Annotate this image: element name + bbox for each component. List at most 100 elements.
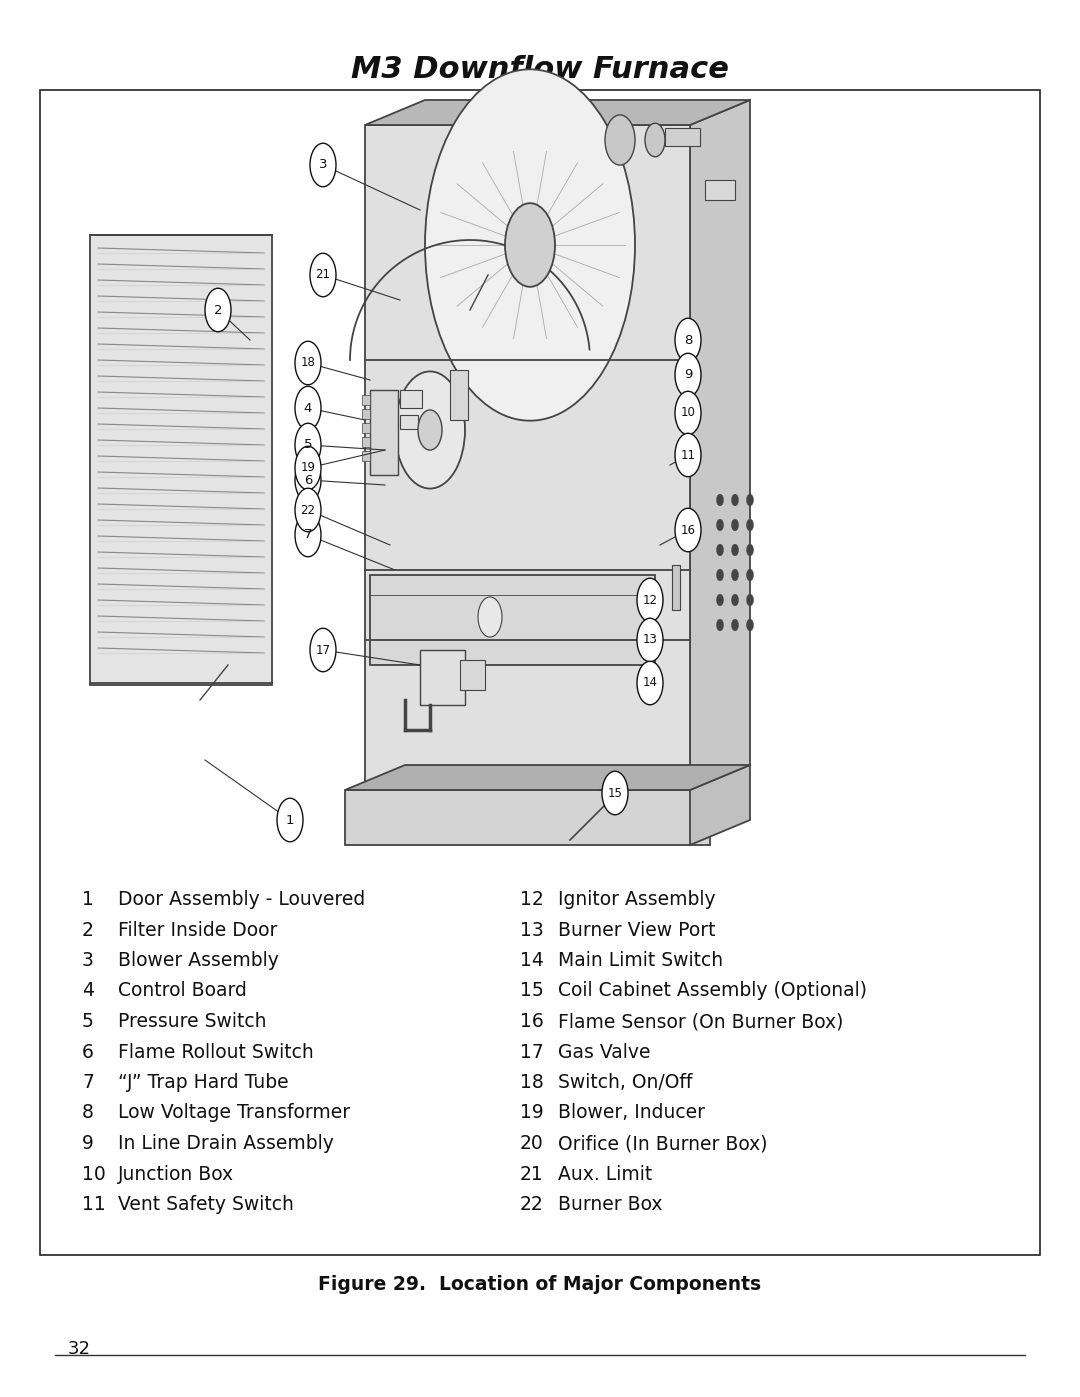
Text: Junction Box: Junction Box (118, 1165, 234, 1183)
Ellipse shape (205, 288, 231, 331)
Text: 19: 19 (519, 1104, 543, 1123)
Ellipse shape (637, 661, 663, 704)
Bar (345, 789, 710, 845)
Bar (365, 124, 690, 789)
Text: Filter Inside Door: Filter Inside Door (118, 921, 278, 940)
Bar (370, 390, 399, 475)
Ellipse shape (746, 594, 754, 606)
Text: 5: 5 (303, 439, 312, 451)
Text: 15: 15 (608, 787, 622, 799)
Polygon shape (365, 101, 750, 124)
Bar (420, 650, 465, 705)
Text: Blower, Inducer: Blower, Inducer (558, 1104, 705, 1123)
Ellipse shape (426, 70, 635, 420)
Text: 15: 15 (519, 982, 543, 1000)
Bar (362, 451, 370, 461)
Text: Blower Assembly: Blower Assembly (118, 951, 279, 970)
Text: 2: 2 (214, 303, 222, 317)
Ellipse shape (746, 619, 754, 631)
Text: 16: 16 (519, 1011, 543, 1031)
Ellipse shape (295, 341, 321, 384)
Ellipse shape (716, 569, 724, 581)
Ellipse shape (746, 545, 754, 556)
Ellipse shape (731, 495, 739, 506)
Text: 1: 1 (286, 813, 294, 827)
Text: 17: 17 (315, 644, 330, 657)
Text: 21: 21 (519, 1165, 543, 1183)
Ellipse shape (731, 520, 739, 531)
Bar (450, 370, 468, 420)
Text: 22: 22 (519, 1194, 543, 1214)
Bar (460, 659, 485, 690)
Ellipse shape (637, 619, 663, 662)
Ellipse shape (675, 433, 701, 476)
Bar (400, 415, 418, 429)
Ellipse shape (731, 545, 739, 556)
Ellipse shape (716, 520, 724, 531)
Text: 4: 4 (82, 982, 94, 1000)
Ellipse shape (605, 115, 635, 165)
Text: M3 Downflow Furnace: M3 Downflow Furnace (351, 54, 729, 84)
Ellipse shape (716, 495, 724, 506)
Text: 20: 20 (519, 1134, 543, 1153)
Bar (672, 564, 680, 610)
Ellipse shape (295, 488, 321, 532)
Polygon shape (345, 766, 750, 789)
Bar (362, 409, 370, 419)
Text: In Line Drain Assembly: In Line Drain Assembly (118, 1134, 334, 1153)
Text: 12: 12 (519, 890, 543, 909)
Bar (362, 437, 370, 447)
Ellipse shape (731, 619, 739, 631)
Ellipse shape (731, 594, 739, 606)
Text: 9: 9 (684, 369, 692, 381)
Ellipse shape (310, 144, 336, 187)
Bar (90, 235, 272, 685)
Text: 32: 32 (68, 1340, 91, 1358)
Text: 17: 17 (519, 1042, 543, 1062)
Ellipse shape (395, 372, 465, 489)
Text: 21: 21 (315, 268, 330, 282)
Text: 10: 10 (82, 1165, 106, 1183)
Text: 3: 3 (82, 951, 94, 970)
Text: 8: 8 (684, 334, 692, 346)
Ellipse shape (310, 253, 336, 296)
Text: 11: 11 (680, 448, 696, 461)
Text: 16: 16 (680, 524, 696, 536)
Ellipse shape (716, 619, 724, 631)
Text: 11: 11 (82, 1194, 106, 1214)
Text: 5: 5 (82, 1011, 94, 1031)
Text: Figure 29.  Location of Major Components: Figure 29. Location of Major Components (319, 1275, 761, 1294)
Text: 18: 18 (519, 1073, 543, 1092)
Ellipse shape (746, 569, 754, 581)
Ellipse shape (675, 391, 701, 434)
Text: Switch, On/Off: Switch, On/Off (558, 1073, 692, 1092)
Text: 13: 13 (643, 633, 658, 647)
Text: 12: 12 (643, 594, 658, 606)
Ellipse shape (675, 353, 701, 397)
Text: Orifice (In Burner Box): Orifice (In Burner Box) (558, 1134, 768, 1153)
Text: “J” Trap Hard Tube: “J” Trap Hard Tube (118, 1073, 288, 1092)
Ellipse shape (276, 798, 303, 842)
Text: 14: 14 (643, 676, 658, 690)
Text: 3: 3 (319, 158, 327, 172)
Text: 14: 14 (519, 951, 544, 970)
Text: Control Board: Control Board (118, 982, 247, 1000)
Text: 6: 6 (82, 1042, 94, 1062)
Text: Main Limit Switch: Main Limit Switch (558, 951, 724, 970)
Ellipse shape (602, 771, 627, 814)
Bar (665, 129, 700, 147)
Bar (362, 423, 370, 433)
Ellipse shape (418, 409, 442, 450)
Polygon shape (690, 766, 750, 845)
Text: 7: 7 (82, 1073, 94, 1092)
Text: 18: 18 (300, 356, 315, 369)
Text: Flame Sensor (On Burner Box): Flame Sensor (On Burner Box) (558, 1011, 843, 1031)
Text: 4: 4 (303, 401, 312, 415)
Bar (40, 89, 1040, 1255)
Ellipse shape (645, 123, 665, 156)
Text: Aux. Limit: Aux. Limit (558, 1165, 652, 1183)
Text: Ignitor Assembly: Ignitor Assembly (558, 890, 716, 909)
Text: 22: 22 (300, 503, 315, 517)
Text: Flame Rollout Switch: Flame Rollout Switch (118, 1042, 314, 1062)
Ellipse shape (746, 520, 754, 531)
